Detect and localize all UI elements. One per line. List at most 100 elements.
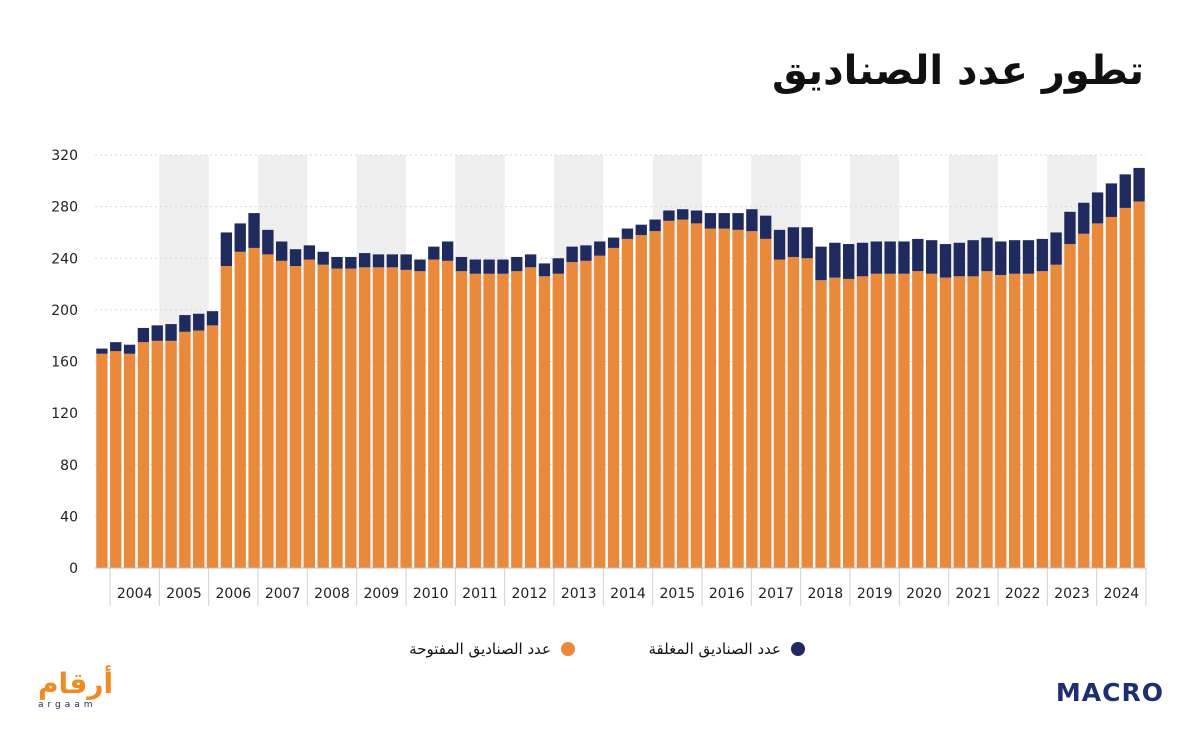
x-tick-label: 2023 (1054, 586, 1090, 602)
bar-closed (469, 259, 481, 274)
y-tick-label: 160 (51, 355, 78, 371)
x-tick-label: 2007 (265, 586, 301, 602)
bar-open (206, 325, 219, 568)
bar-open (248, 247, 260, 569)
bar-closed (635, 224, 647, 236)
bar-open (718, 228, 730, 569)
bar-closed (441, 241, 454, 261)
bar-closed (1050, 232, 1062, 265)
x-tick-label: 2016 (709, 586, 745, 602)
x-tick-label: 2004 (117, 586, 153, 602)
bar-open (289, 265, 302, 568)
bar-closed (801, 227, 813, 259)
bar-closed (165, 324, 177, 341)
y-tick-label: 280 (51, 200, 78, 216)
bar-closed (760, 215, 772, 239)
x-tick-label: 2011 (462, 586, 498, 602)
x-tick-label: 2021 (956, 586, 992, 602)
bar-open (497, 273, 509, 568)
x-tick-label: 2018 (808, 586, 844, 602)
bar-open (801, 258, 813, 568)
bar-closed (428, 246, 440, 260)
bar-closed (815, 246, 827, 281)
bar-open (607, 247, 620, 569)
bar-closed (580, 245, 592, 261)
bar-open (939, 277, 952, 568)
bar-open (815, 280, 827, 568)
bar-open (967, 276, 979, 568)
bar-open (96, 353, 108, 568)
bar-open (829, 277, 841, 568)
bar-open (870, 273, 883, 568)
bar-closed (303, 245, 316, 260)
bar-open (856, 276, 869, 568)
bar-closed (995, 241, 1007, 276)
bar-closed (179, 315, 191, 332)
bar-closed (110, 342, 122, 352)
y-tick-label: 40 (60, 509, 78, 525)
bar-open (358, 267, 371, 568)
y-tick-label: 120 (51, 406, 78, 422)
bar-closed (524, 254, 537, 268)
bar-open (843, 278, 855, 568)
x-tick-label: 2014 (610, 586, 646, 602)
bar-closed (358, 253, 371, 268)
x-tick-label: 2024 (1104, 586, 1140, 602)
bar-open (1050, 264, 1062, 568)
bar-closed (967, 240, 979, 277)
y-tick-label: 80 (60, 458, 78, 474)
bar-open (234, 251, 246, 568)
bar-closed (1119, 174, 1131, 208)
bar-open (953, 276, 965, 568)
bar-open (345, 268, 357, 568)
bar-open (441, 260, 454, 568)
bar-closed (276, 241, 288, 261)
bar-open (552, 273, 564, 568)
bar-closed (372, 254, 385, 268)
bar-open (524, 267, 537, 568)
bar-open (704, 228, 717, 569)
bar-open (912, 271, 924, 568)
bar-closed (663, 210, 675, 221)
bar-open (386, 267, 398, 568)
bar-closed (96, 348, 108, 354)
x-tick-label: 2015 (660, 586, 696, 602)
x-tick-label: 2006 (216, 586, 252, 602)
bar-closed (925, 240, 938, 274)
bar-open (303, 259, 316, 568)
x-tick-label: 2013 (561, 586, 597, 602)
argaam-logo-en: argaam (38, 700, 97, 710)
bar-closed (414, 259, 426, 272)
bar-open (746, 231, 758, 568)
bar-open (538, 276, 551, 568)
bar-open (1091, 223, 1104, 568)
bar-open (1008, 273, 1021, 568)
bar-open (1078, 233, 1090, 568)
bar-closed (981, 237, 993, 272)
y-axis-ticks: 0 40 80 120 160 200 240 280 320 (51, 148, 78, 577)
bar-open (276, 260, 288, 568)
bar-open (262, 254, 274, 569)
bar-closed (1078, 202, 1090, 234)
bar-open (981, 271, 993, 568)
bar-closed (345, 256, 357, 269)
bar-closed (1064, 211, 1076, 245)
bar-open (773, 259, 786, 568)
bar-open (1036, 271, 1048, 568)
argaam-logo-ar: أرقام (38, 667, 114, 700)
bar-closed (1008, 240, 1021, 274)
bar-closed (137, 327, 150, 343)
bar-closed (649, 219, 661, 232)
bar-closed (939, 244, 952, 278)
bar-closed (621, 228, 634, 239)
legend-open-label: عدد الصناديق المفتوحة (409, 640, 551, 658)
bar-open (649, 231, 661, 568)
bar-closed (1091, 192, 1104, 224)
bar-open (580, 260, 592, 568)
x-tick-label: 2017 (758, 586, 794, 602)
legend-open-dot (561, 642, 575, 656)
bar-closed (829, 242, 841, 278)
legend: عدد الصناديق المفتوحة عدد الصناديق المغل… (0, 640, 1200, 668)
bar-closed (386, 254, 398, 268)
bar-closed (953, 242, 965, 277)
